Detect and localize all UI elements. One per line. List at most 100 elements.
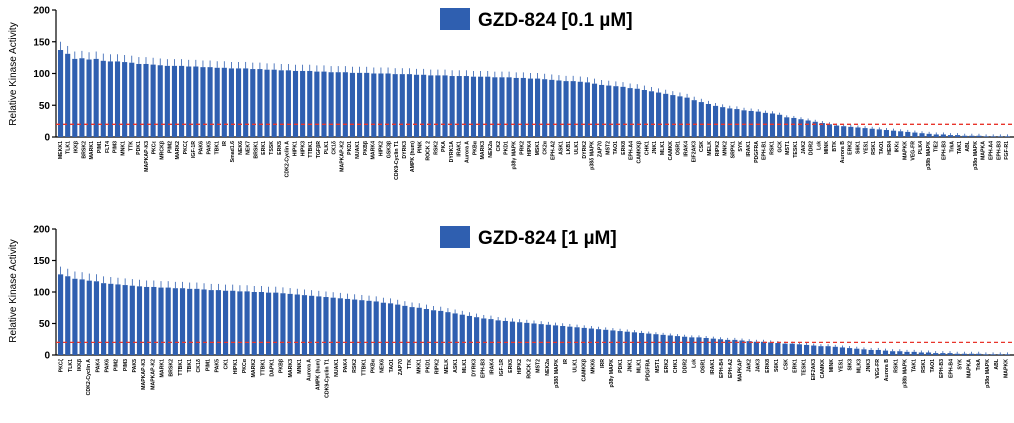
bar xyxy=(309,296,314,355)
x-tick-label: IRAK1 xyxy=(710,359,716,375)
x-tick-label: MARK1 xyxy=(89,141,95,160)
bar xyxy=(711,339,716,355)
bar xyxy=(699,102,704,137)
x-tick-label: S6K1 xyxy=(856,141,862,154)
x-tick-label: ULK1 xyxy=(574,141,580,155)
x-tick-label: DDR2 xyxy=(809,141,815,155)
bar xyxy=(862,128,867,137)
bar xyxy=(668,335,673,355)
bar xyxy=(507,77,512,137)
bar xyxy=(307,71,312,137)
bar xyxy=(791,118,796,137)
x-tick-label: SIK3 xyxy=(847,359,853,371)
x-tick-label: PLK4 xyxy=(918,141,924,154)
x-tick-label: Aurora A xyxy=(306,359,312,381)
bar xyxy=(599,85,604,137)
x-tick-label: TBK1 xyxy=(187,359,193,373)
bar xyxy=(101,283,106,355)
bar xyxy=(194,289,199,355)
x-tick-label: PIM1 xyxy=(97,141,103,153)
bar xyxy=(797,344,802,355)
x-tick-label: EPH-B3 xyxy=(996,141,1002,160)
bar xyxy=(827,124,832,137)
bar xyxy=(173,288,178,355)
x-tick-label: PAK4 xyxy=(343,359,349,373)
x-tick-label: Aurora A xyxy=(465,141,471,163)
bar xyxy=(488,319,493,355)
x-tick-label: PKBα xyxy=(370,358,376,373)
y-tick-label: 100 xyxy=(33,69,50,80)
bar xyxy=(682,337,687,355)
bar xyxy=(371,74,376,138)
bar xyxy=(947,353,952,355)
y-axis-label-2: Relative Kinase Activity xyxy=(8,239,19,342)
bar xyxy=(1005,354,1010,355)
x-tick-label: OSR1 xyxy=(676,141,682,155)
bar xyxy=(585,82,590,137)
bar xyxy=(897,351,902,355)
x-tick-label: CDK9-Cyclin T1 xyxy=(325,359,331,398)
bar xyxy=(393,74,398,137)
x-tick-label: DAPK1 xyxy=(270,359,276,377)
x-tick-label: PKCα xyxy=(242,358,248,373)
bar xyxy=(492,77,497,137)
x-tick-label: BRSK2 xyxy=(81,141,87,159)
x-tick-label: NEK2a xyxy=(488,141,494,158)
bar xyxy=(323,297,328,355)
bar xyxy=(438,311,443,355)
bar xyxy=(222,68,227,137)
x-tick-label: TBK1 xyxy=(214,141,220,155)
x-tick-label: PKCζ xyxy=(183,140,189,154)
x-tick-label: JAK3 xyxy=(756,359,762,372)
x-tick-label: IRR xyxy=(600,359,606,368)
x-tick-label: IRAK4 xyxy=(490,359,496,375)
x-tick-label: TTBK1 xyxy=(260,359,266,376)
x-tick-label: DYRK3 xyxy=(402,141,408,159)
x-tick-label: MAPKAP xyxy=(737,358,743,381)
x-tick-label: EPH-A2 xyxy=(551,141,557,160)
bar xyxy=(912,352,917,355)
x-tick-label: TESK1 xyxy=(793,141,799,158)
bar xyxy=(445,312,450,355)
x-tick-label: MLK1 xyxy=(462,359,468,373)
bar xyxy=(216,290,221,355)
bar xyxy=(431,310,436,355)
bar xyxy=(553,325,558,355)
bar xyxy=(229,68,234,137)
x-tick-label: HIPK3 xyxy=(300,141,306,156)
y-tick-label: 200 xyxy=(33,6,50,17)
x-tick-label: MNK1 xyxy=(297,359,303,374)
bar xyxy=(230,291,235,355)
x-tick-label: MINK xyxy=(829,359,835,373)
bar xyxy=(180,288,185,355)
x-tick-label: PINK xyxy=(418,141,424,154)
bar xyxy=(295,295,300,355)
bar xyxy=(528,79,533,137)
bar xyxy=(826,346,831,355)
bar xyxy=(855,127,860,137)
bar xyxy=(460,315,465,355)
bar xyxy=(777,115,782,137)
bar xyxy=(883,351,888,355)
bar xyxy=(72,59,77,137)
x-tick-label: Aurora B xyxy=(884,359,890,381)
x-tick-label: RSK2 xyxy=(352,359,358,373)
bar xyxy=(632,332,637,355)
bar xyxy=(919,352,924,355)
bar xyxy=(706,104,711,137)
x-tick-label: PAK6 xyxy=(104,359,110,373)
bar xyxy=(713,106,718,137)
bar xyxy=(293,71,298,137)
bar xyxy=(352,300,357,355)
bar xyxy=(288,294,293,355)
bar xyxy=(539,324,544,355)
bar xyxy=(94,281,99,355)
bar xyxy=(215,68,220,137)
x-tick-label: IRAK1 xyxy=(457,141,463,157)
x-tick-label: ERK8 xyxy=(621,141,627,155)
x-tick-label: TAO1 xyxy=(389,359,395,373)
bar xyxy=(79,58,84,137)
bar xyxy=(300,71,305,137)
bar xyxy=(273,293,278,355)
x-tick-label: p38δ MAPK xyxy=(590,141,596,170)
